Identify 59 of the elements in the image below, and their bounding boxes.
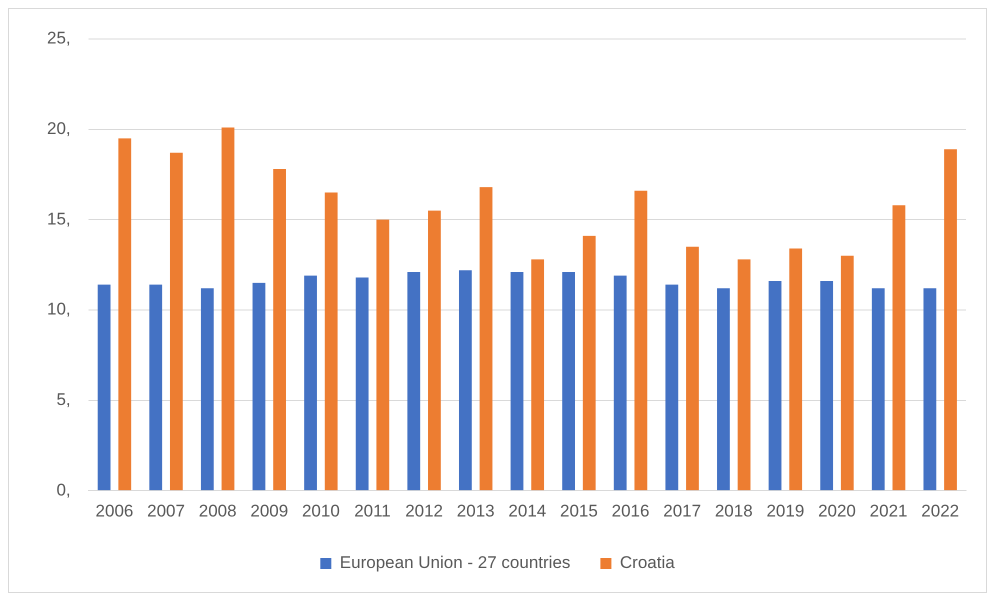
x-tick-label: 2016 <box>612 501 650 520</box>
bar <box>200 288 214 490</box>
bar <box>686 246 699 490</box>
bar <box>531 259 544 490</box>
bar <box>510 272 524 490</box>
bar <box>634 190 648 490</box>
legend-label: Croatia <box>620 553 676 572</box>
x-tick-label: 2007 <box>147 501 185 520</box>
bar <box>428 210 441 490</box>
bar <box>665 284 678 490</box>
bar <box>840 256 854 490</box>
bar <box>614 276 627 490</box>
x-tick-label: 2011 <box>354 501 391 520</box>
bar <box>582 236 596 490</box>
bar <box>376 220 390 490</box>
bar <box>944 149 957 490</box>
x-tick-label: 2020 <box>818 501 856 520</box>
x-tick-label: 2021 <box>870 501 908 520</box>
bar <box>923 288 936 490</box>
x-tick-label: 2019 <box>766 501 804 520</box>
bar <box>304 276 317 490</box>
bar <box>273 169 286 490</box>
bar <box>820 281 834 490</box>
x-tick-label: 2009 <box>250 501 288 520</box>
x-tick-label: 2017 <box>663 501 702 520</box>
x-tick-label: 2008 <box>198 501 237 520</box>
bar <box>458 270 472 490</box>
y-tick-label: 5, <box>56 390 71 409</box>
bar <box>738 259 750 490</box>
bar <box>480 187 492 490</box>
bar <box>562 272 576 490</box>
bar <box>789 248 802 490</box>
x-tick-label: 2014 <box>508 501 546 520</box>
bar <box>892 205 906 490</box>
bar <box>324 192 338 490</box>
bar <box>872 288 885 490</box>
y-tick-label: 0, <box>56 480 71 500</box>
x-tick-label: 2012 <box>405 501 444 520</box>
bar <box>356 277 369 490</box>
x-tick-label: 2006 <box>96 501 134 520</box>
x-tick-label: 2015 <box>560 501 598 520</box>
bar <box>149 284 162 490</box>
y-tick-label: 20, <box>46 119 71 138</box>
x-tick-label: 2013 <box>456 501 495 520</box>
y-tick-label: 15, <box>46 209 71 228</box>
legend-label: European Union - 27 countries <box>340 553 570 572</box>
bar <box>170 152 183 490</box>
y-tick-label: 10, <box>46 300 71 319</box>
y-tick-label: 25, <box>46 28 71 48</box>
bar <box>222 128 234 490</box>
bar <box>98 284 111 490</box>
x-tick-label: 2018 <box>714 501 753 520</box>
bar <box>768 281 782 490</box>
x-tick-label: 2010 <box>302 501 340 520</box>
bar <box>118 138 132 490</box>
x-tick-label: 2022 <box>921 501 960 520</box>
bar <box>252 282 266 490</box>
bar <box>407 272 420 490</box>
bar <box>717 288 730 490</box>
